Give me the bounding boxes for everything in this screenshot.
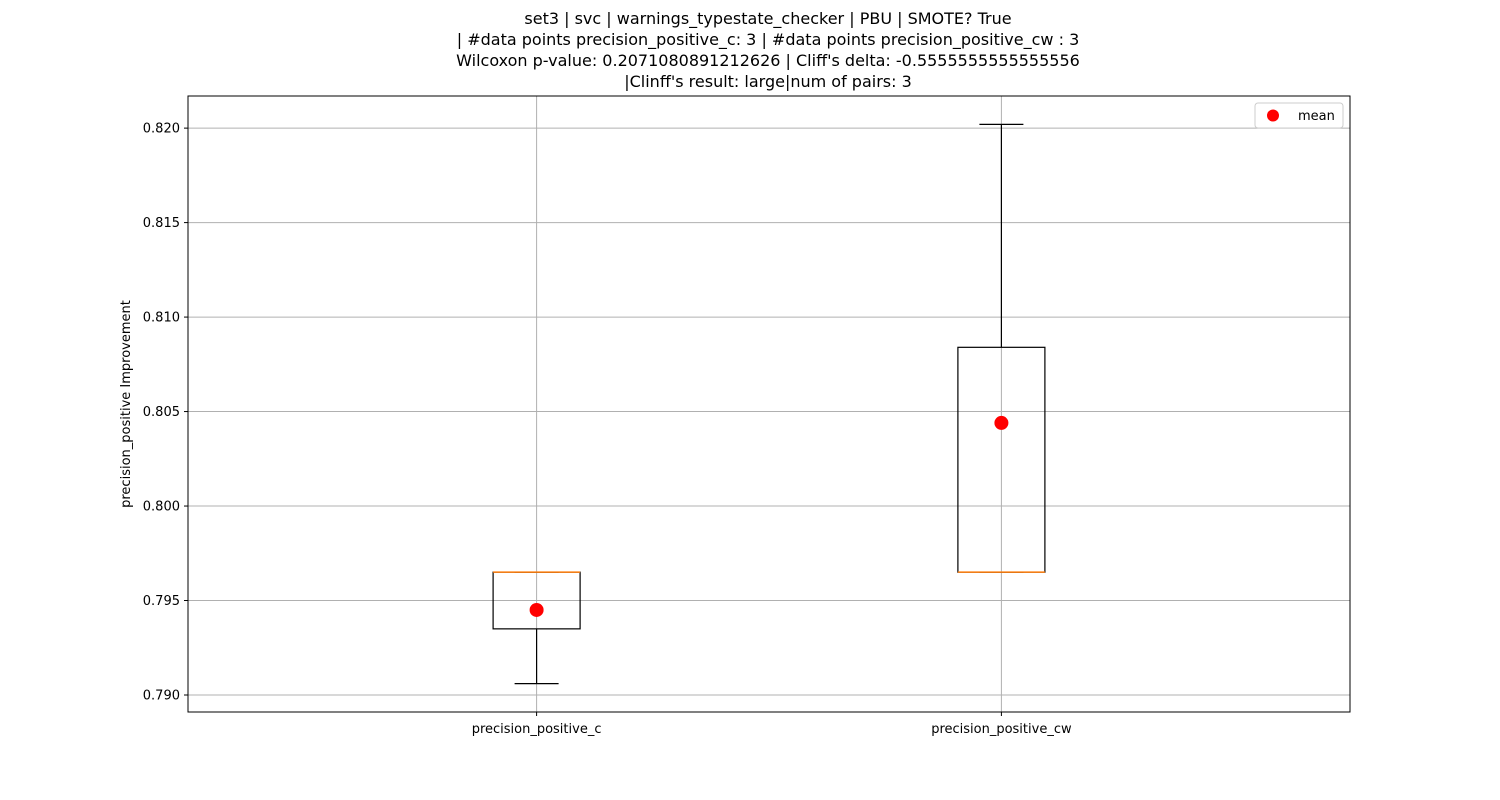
legend-box (1254, 102, 1344, 129)
legend-mean-label: mean (1298, 109, 1335, 124)
y-axis-label: precision_positive Improvement (119, 300, 134, 508)
y-tick-label: 0.805 (143, 405, 180, 420)
y-tick-label: 0.795 (143, 594, 180, 609)
chart-title: set3 | svc | warnings_typestate_checker … (456, 9, 1080, 91)
mean-marker (529, 602, 544, 617)
box-series (492, 123, 1046, 685)
y-tick-label: 0.800 (143, 500, 180, 515)
chart-title-line-1: set3 | svc | warnings_typestate_checker … (524, 9, 1011, 29)
x-tick-label: precision_positive_c (472, 722, 602, 737)
chart-title-line-3: Wilcoxon p-value: 0.2071080891212626 | C… (456, 51, 1080, 70)
y-tick-label: 0.815 (143, 216, 180, 231)
y-tick-label: 0.810 (143, 311, 180, 326)
grid-lines (188, 96, 1350, 712)
x-axis-ticks: precision_positive_c precision_positive_c… (472, 712, 1072, 737)
chart-title-line-4: |Clinff's result: large|num of pairs: 3 (624, 72, 912, 91)
mean-marker (994, 415, 1009, 430)
y-tick-label: 0.820 (143, 122, 180, 137)
x-tick-label: precision_positive_cw (931, 722, 1072, 737)
plot-area-frame (187, 95, 1351, 713)
box-precision_positive_c (492, 571, 581, 685)
legend: mean (1254, 102, 1344, 129)
chart-title-line-2: | #data points precision_positive_c: 3 |… (457, 30, 1080, 50)
y-tick-label: 0.790 (143, 688, 180, 703)
box-precision_positive_cw (957, 123, 1046, 573)
legend-mean-marker (1267, 109, 1279, 122)
y-axis-ticks: 0.790 0.795 0.800 0.805 0.810 0.815 0.820 (143, 122, 188, 703)
